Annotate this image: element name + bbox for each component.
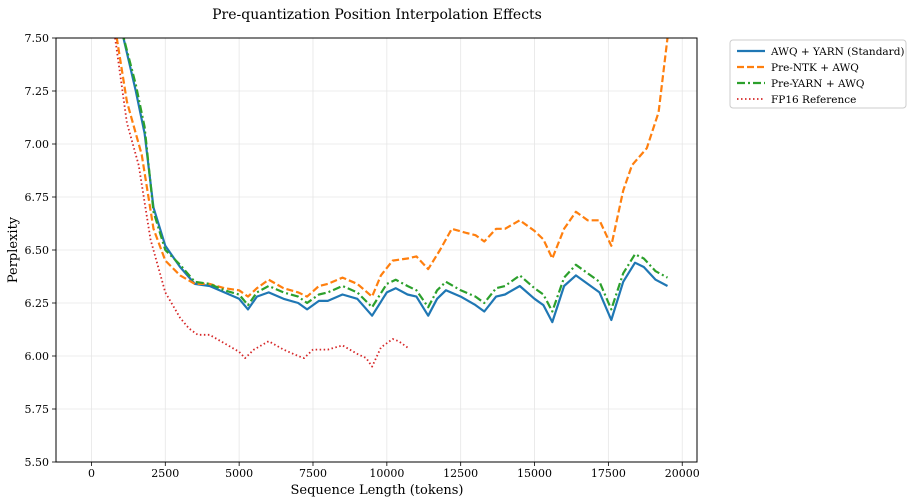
- series-line-pre-ntk-awq: [115, 38, 669, 298]
- x-tick-label: 17500: [591, 467, 626, 480]
- legend-label-awq-yarn: AWQ + YARN (Standard): [770, 46, 905, 58]
- x-tick-label: 7500: [299, 467, 327, 480]
- y-tick-label: 6.50: [25, 244, 50, 257]
- legend-label-pre-yarn: Pre-YARN + AWQ: [771, 78, 865, 90]
- y-axis: 5.50 5.75 6.00 6.25 6.50 6.75 7.00 7.25 7.50: [25, 32, 56, 469]
- y-tick-label: 5.50: [25, 456, 50, 469]
- y-tick-label: 7.00: [25, 138, 50, 151]
- legend-box: [729, 39, 907, 109]
- series-line-pre-yarn-awq: [122, 38, 669, 313]
- x-tick-label: 5000: [225, 467, 253, 480]
- x-tick-label: 15000: [517, 467, 552, 480]
- x-tick-label: 2500: [151, 467, 179, 480]
- chart-title: Pre-quantization Position Interpolation …: [212, 7, 542, 23]
- y-tick-label: 6.75: [25, 191, 50, 204]
- y-axis-title: Perplexity: [6, 216, 21, 283]
- y-tick-label: 6.00: [25, 350, 50, 363]
- x-tick-label: 20000: [665, 467, 700, 480]
- legend-label-fp16: FP16 Reference: [771, 94, 856, 106]
- legend-label-pre-ntk: Pre-NTK + AWQ: [771, 62, 859, 74]
- series-line-awq-yarn-standard: [122, 38, 669, 324]
- series-layer: [114, 38, 669, 368]
- grid: [56, 37, 697, 463]
- x-axis-title: Sequence Length (tokens): [290, 483, 463, 498]
- y-tick-label: 7.25: [25, 85, 50, 98]
- y-tick-label: 5.75: [25, 403, 50, 416]
- x-axis: 0 2500 5000 7500 10000 12500 15000 17500 20000: [88, 462, 700, 480]
- x-tick-label: 10000: [369, 467, 404, 480]
- x-tick-label: 0: [88, 467, 95, 480]
- y-tick-label: 7.50: [25, 32, 50, 45]
- x-tick-label: 12500: [443, 467, 478, 480]
- series-line-fp16-reference: [114, 38, 409, 368]
- legend: AWQ + YARN (Standard) Pre-NTK + AWQ Pre-…: [729, 39, 907, 109]
- y-tick-label: 6.25: [25, 297, 50, 310]
